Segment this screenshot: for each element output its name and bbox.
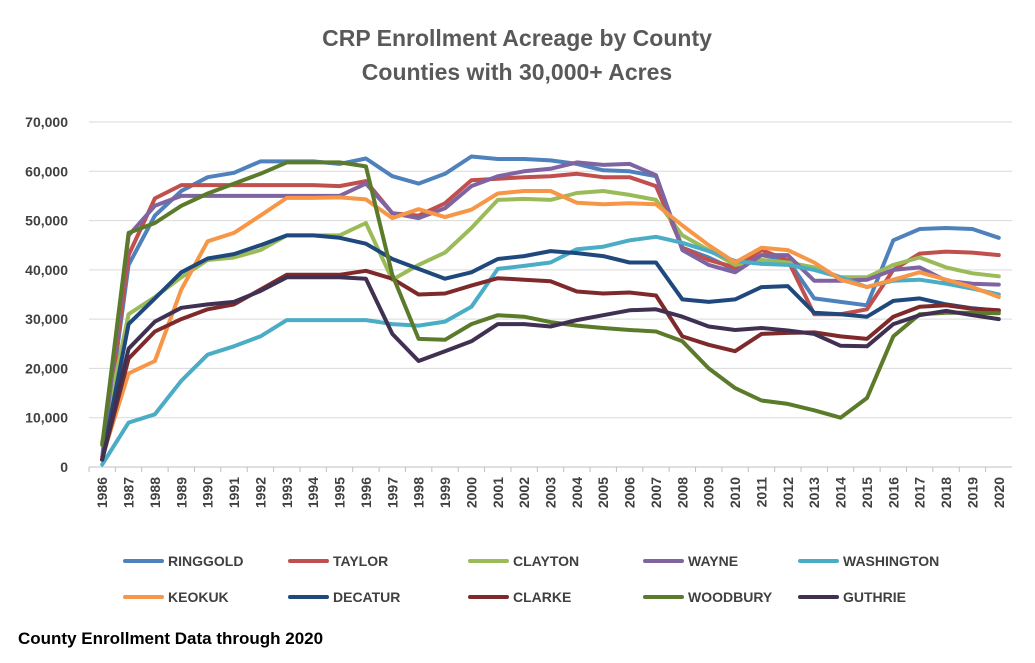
x-tick-label: 2015 bbox=[859, 477, 875, 508]
legend-label: RINGGOLD bbox=[168, 553, 243, 569]
x-tick-label: 1991 bbox=[226, 477, 242, 508]
x-tick-label: 2003 bbox=[543, 477, 559, 508]
x-tick-label: 2016 bbox=[885, 477, 901, 508]
y-tick-label: 30,000 bbox=[25, 311, 68, 327]
x-tick-label: 2002 bbox=[516, 477, 532, 508]
x-tick-label: 1988 bbox=[147, 477, 163, 508]
x-tick-label: 1990 bbox=[200, 477, 216, 508]
legend-label: KEOKUK bbox=[168, 589, 229, 605]
x-tick-label: 2008 bbox=[674, 477, 690, 508]
x-axis-ticks: 1986 1987 1988 1989 1990 1991 1992 1993 1994 1995… bbox=[88, 467, 1007, 508]
x-tick-label: 2012 bbox=[780, 477, 796, 508]
series-line-clayton bbox=[100, 189, 1001, 445]
x-tick-label: 2009 bbox=[701, 477, 717, 508]
x-tick-label: 2018 bbox=[938, 477, 954, 508]
chart-subtitle: Counties with 30,000+ Acres bbox=[362, 59, 672, 85]
y-tick-label: 0 bbox=[60, 459, 68, 475]
x-tick-label: 2011 bbox=[753, 477, 769, 508]
legend-label: WAYNE bbox=[688, 553, 738, 569]
legend-label: WOODBURY bbox=[688, 589, 773, 605]
y-tick-label: 40,000 bbox=[25, 262, 68, 278]
x-tick-label: 2017 bbox=[912, 477, 928, 508]
x-tick-label: 1999 bbox=[437, 477, 453, 508]
y-tick-label: 10,000 bbox=[25, 410, 68, 426]
x-tick-label: 1992 bbox=[252, 477, 268, 508]
x-tick-label: 2020 bbox=[991, 477, 1007, 508]
series-line-washington bbox=[100, 234, 1001, 467]
series-line-guthrie bbox=[100, 275, 1001, 462]
x-tick-label: 1997 bbox=[384, 477, 400, 508]
x-tick-label: 1994 bbox=[305, 477, 321, 508]
series-line-keokuk bbox=[100, 189, 1001, 460]
legend-label: GUTHRIE bbox=[843, 589, 906, 605]
legend-label: CLAYTON bbox=[513, 553, 579, 569]
legend-label: TAYLOR bbox=[333, 553, 388, 569]
legend-label: DECATUR bbox=[333, 589, 400, 605]
footnote: County Enrollment Data through 2020 bbox=[18, 629, 323, 648]
x-tick-label: 1995 bbox=[332, 477, 348, 508]
series-line-decatur bbox=[100, 233, 1001, 462]
series-line-taylor bbox=[100, 171, 1001, 462]
x-tick-label: 1996 bbox=[358, 477, 374, 508]
x-tick-label: 2000 bbox=[463, 477, 479, 508]
y-tick-label: 70,000 bbox=[25, 114, 68, 130]
legend-label: CLARKE bbox=[513, 589, 571, 605]
x-tick-label: 2001 bbox=[490, 477, 506, 508]
gridlines bbox=[89, 121, 1012, 468]
x-tick-label: 2004 bbox=[569, 477, 585, 508]
x-tick-label: 1987 bbox=[121, 477, 137, 508]
series-line-woodbury bbox=[100, 160, 1001, 447]
x-tick-label: 2006 bbox=[622, 477, 638, 508]
x-tick-label: 1993 bbox=[279, 477, 295, 508]
y-tick-label: 20,000 bbox=[25, 360, 68, 376]
x-tick-label: 2007 bbox=[648, 477, 664, 508]
y-tick-label: 60,000 bbox=[25, 163, 68, 179]
chart-title: CRP Enrollment Acreage by County bbox=[322, 25, 712, 51]
y-axis-ticks: 0 10,000 20,000 30,000 40,000 50,000 60,000 70,… bbox=[25, 114, 68, 475]
x-tick-label: 2005 bbox=[595, 477, 611, 508]
legend: RINGGOLD TAYLOR CLAYTON WAYNE WASHINGTON KEOK… bbox=[123, 553, 939, 605]
x-tick-label: 1998 bbox=[411, 477, 427, 508]
x-tick-label: 1986 bbox=[94, 477, 110, 508]
series-line-ringgold bbox=[100, 154, 1001, 462]
x-tick-label: 2013 bbox=[806, 477, 822, 508]
x-tick-label: 2010 bbox=[727, 477, 743, 508]
legend-label: WASHINGTON bbox=[843, 553, 939, 569]
y-tick-label: 50,000 bbox=[25, 213, 68, 229]
x-tick-label: 2014 bbox=[833, 477, 849, 508]
x-tick-label: 2019 bbox=[964, 477, 980, 508]
x-tick-label: 1989 bbox=[173, 477, 189, 508]
series-lines bbox=[100, 154, 1001, 467]
